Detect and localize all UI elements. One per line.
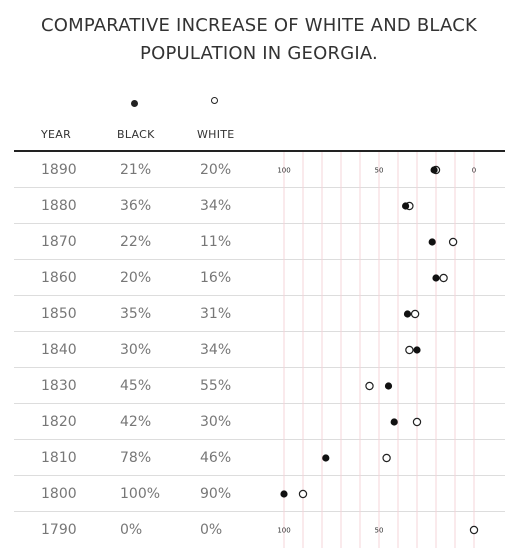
black-marker bbox=[280, 490, 288, 498]
year-cell: 1810 bbox=[41, 450, 77, 466]
year-cell: 1860 bbox=[41, 270, 77, 286]
black-marker bbox=[402, 202, 410, 210]
table-row: 1860 20% 16% bbox=[14, 260, 505, 296]
table-row: 1790 0% 0% bbox=[14, 512, 505, 548]
tick-label: 0 bbox=[472, 167, 476, 175]
row-divider bbox=[14, 223, 505, 224]
year-cell: 1830 bbox=[41, 378, 77, 394]
legend-white-marker bbox=[211, 97, 218, 104]
row-divider bbox=[14, 331, 505, 332]
year-cell: 1790 bbox=[41, 522, 77, 538]
row-divider bbox=[14, 511, 505, 512]
white-marker bbox=[382, 453, 391, 463]
white-percent-cell: 34% bbox=[200, 342, 232, 358]
table-row: 1850 35% 31% bbox=[14, 296, 505, 332]
black-percent-cell: 36% bbox=[120, 198, 152, 214]
white-percent-cell: 30% bbox=[200, 414, 232, 430]
table-row: 1870 22% 11% bbox=[14, 224, 505, 260]
black-percent-cell: 22% bbox=[120, 234, 152, 250]
black-marker bbox=[322, 454, 330, 462]
chart-title-line-2: POPULATION IN GEORGIA. bbox=[140, 43, 378, 64]
white-marker bbox=[410, 309, 420, 319]
header-rule bbox=[14, 150, 505, 152]
black-percent-cell: 42% bbox=[120, 414, 152, 430]
black-percent-cell: 100% bbox=[120, 486, 161, 502]
column-header-white: WHITE bbox=[197, 128, 235, 141]
white-marker bbox=[412, 417, 422, 427]
row-divider bbox=[14, 295, 505, 296]
white-marker bbox=[469, 525, 479, 535]
year-cell: 1880 bbox=[41, 198, 77, 214]
white-marker bbox=[448, 237, 458, 247]
white-percent-cell: 31% bbox=[200, 306, 232, 322]
black-percent-cell: 20% bbox=[120, 270, 152, 286]
white-percent-cell: 16% bbox=[200, 270, 232, 286]
table-row: 1830 45% 55% bbox=[14, 368, 505, 404]
white-percent-cell: 55% bbox=[200, 378, 232, 394]
white-percent-cell: 0% bbox=[200, 522, 223, 538]
row-divider bbox=[14, 475, 505, 476]
black-percent-cell: 45% bbox=[120, 378, 152, 394]
black-percent-cell: 35% bbox=[120, 306, 152, 322]
white-marker bbox=[365, 381, 374, 391]
black-marker bbox=[390, 418, 398, 426]
year-cell: 1820 bbox=[41, 414, 77, 430]
table-row: 1810 78% 46% bbox=[14, 440, 505, 476]
white-marker bbox=[405, 345, 414, 355]
white-percent-cell: 46% bbox=[200, 450, 232, 466]
black-marker bbox=[403, 310, 412, 318]
black-percent-cell: 21% bbox=[120, 162, 152, 178]
year-cell: 1840 bbox=[41, 342, 77, 358]
white-percent-cell: 20% bbox=[200, 162, 232, 178]
column-header-black: BLACK bbox=[117, 128, 155, 141]
year-cell: 1800 bbox=[41, 486, 77, 502]
white-marker bbox=[439, 273, 448, 283]
legend-black-marker bbox=[131, 100, 138, 107]
white-marker bbox=[298, 489, 308, 499]
row-divider bbox=[14, 439, 505, 440]
black-percent-cell: 30% bbox=[120, 342, 152, 358]
table-row: 1820 42% 30% bbox=[14, 404, 505, 440]
black-marker bbox=[413, 346, 421, 354]
row-divider bbox=[14, 259, 505, 260]
tick-label: 100 bbox=[277, 527, 290, 535]
black-marker bbox=[384, 382, 393, 390]
table-row: 1840 30% 34% bbox=[14, 332, 505, 368]
year-cell: 1890 bbox=[41, 162, 77, 178]
black-marker bbox=[432, 274, 440, 282]
black-percent-cell: 0% bbox=[120, 522, 143, 538]
chart-title: COMPARATIVE INCREASE OF WHITE AND BLACK … bbox=[0, 12, 518, 68]
row-divider bbox=[14, 187, 505, 188]
year-cell: 1870 bbox=[41, 234, 77, 250]
column-header-year: YEAR bbox=[41, 128, 72, 141]
white-percent-cell: 11% bbox=[200, 234, 232, 250]
white-percent-cell: 90% bbox=[200, 486, 232, 502]
row-divider bbox=[14, 403, 505, 404]
table-row: 1880 36% 34% bbox=[14, 188, 505, 224]
table-row: 1800 100% 90% bbox=[14, 476, 505, 512]
row-divider bbox=[14, 367, 505, 368]
white-percent-cell: 34% bbox=[200, 198, 232, 214]
black-marker bbox=[430, 166, 438, 174]
chart-title-line-1: COMPARATIVE INCREASE OF WHITE AND BLACK bbox=[40, 15, 478, 36]
table-row: 1890 21% 20% bbox=[14, 152, 505, 188]
tick-label: 50 bbox=[375, 527, 384, 535]
tick-label: 100 bbox=[277, 167, 290, 175]
black-percent-cell: 78% bbox=[120, 450, 152, 466]
tick-label: 50 bbox=[375, 167, 384, 175]
year-cell: 1850 bbox=[41, 306, 77, 322]
black-marker bbox=[428, 238, 436, 246]
